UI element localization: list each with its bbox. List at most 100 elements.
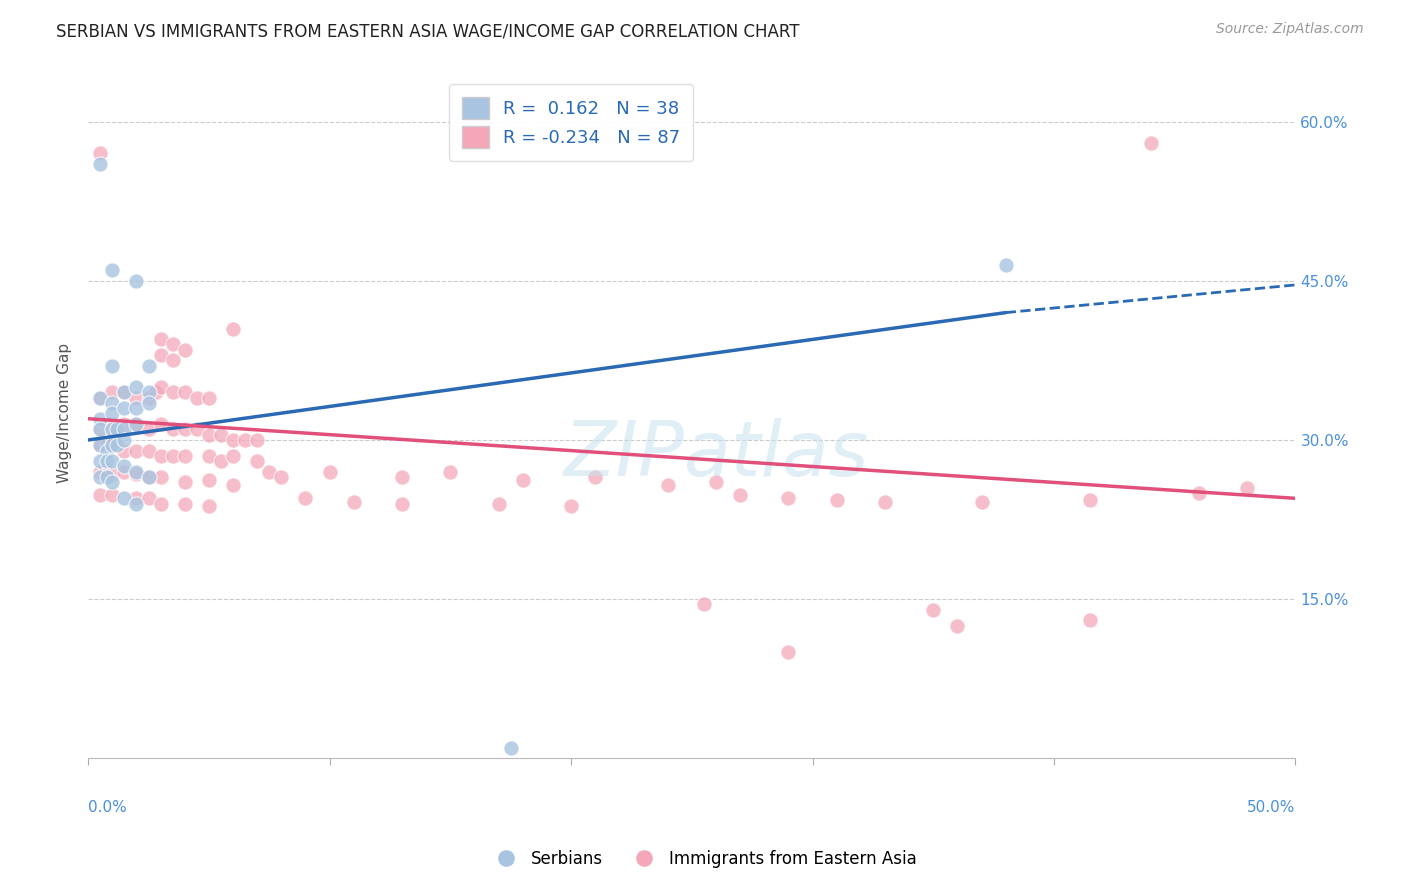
Point	[1078, 613, 1101, 627]
Point	[125, 380, 148, 394]
Point	[112, 422, 135, 436]
Point	[149, 417, 172, 431]
Point	[209, 454, 232, 468]
Point	[138, 359, 160, 373]
Point	[162, 422, 184, 436]
Point	[112, 385, 135, 400]
Point	[96, 443, 118, 458]
Text: SERBIAN VS IMMIGRANTS FROM EASTERN ASIA WAGE/INCOME GAP CORRELATION CHART: SERBIAN VS IMMIGRANTS FROM EASTERN ASIA …	[56, 22, 800, 40]
Text: Source: ZipAtlas.com: Source: ZipAtlas.com	[1216, 22, 1364, 37]
Point	[246, 454, 269, 468]
Point	[89, 465, 111, 479]
Point	[162, 449, 184, 463]
Point	[89, 411, 111, 425]
Point	[198, 473, 221, 487]
Point	[112, 417, 135, 431]
Point	[778, 645, 800, 659]
Point	[101, 406, 124, 420]
Point	[125, 401, 148, 416]
Point	[105, 438, 128, 452]
Point	[222, 321, 245, 335]
Point	[946, 618, 969, 632]
Point	[125, 467, 148, 481]
Point	[499, 740, 522, 755]
Point	[89, 422, 111, 436]
Point	[145, 385, 167, 400]
Point	[391, 470, 413, 484]
Point	[112, 465, 135, 479]
Point	[922, 603, 945, 617]
Point	[89, 488, 111, 502]
Point	[693, 598, 716, 612]
Point	[149, 380, 172, 394]
Point	[149, 449, 172, 463]
Point	[209, 427, 232, 442]
Point	[970, 494, 993, 508]
Point	[89, 438, 111, 452]
Point	[138, 391, 160, 405]
Point	[101, 467, 124, 481]
Point	[873, 494, 896, 508]
Point	[198, 499, 221, 513]
Point	[233, 433, 256, 447]
Point	[138, 470, 160, 484]
Legend: R =  0.162   N = 38, R = -0.234   N = 87: R = 0.162 N = 38, R = -0.234 N = 87	[449, 85, 693, 161]
Point	[1188, 486, 1211, 500]
Point	[173, 343, 195, 357]
Point	[186, 391, 208, 405]
Point	[101, 438, 124, 452]
Point	[96, 470, 118, 484]
Point	[96, 438, 118, 452]
Point	[112, 459, 135, 474]
Point	[149, 348, 172, 362]
Point	[105, 422, 128, 436]
Point	[583, 470, 606, 484]
Point	[198, 449, 221, 463]
Point	[270, 470, 292, 484]
Point	[89, 391, 111, 405]
Point	[125, 465, 148, 479]
Point	[112, 491, 135, 506]
Point	[89, 146, 111, 161]
Point	[125, 417, 148, 431]
Point	[138, 422, 160, 436]
Point	[246, 433, 269, 447]
Point	[560, 499, 582, 513]
Point	[257, 465, 280, 479]
Point	[89, 422, 111, 436]
Point	[89, 157, 111, 171]
Point	[138, 470, 160, 484]
Point	[112, 443, 135, 458]
Point	[728, 488, 751, 502]
Point	[162, 353, 184, 368]
Point	[1381, 145, 1403, 159]
Point	[1236, 481, 1258, 495]
Text: 0.0%: 0.0%	[89, 800, 127, 814]
Point	[101, 475, 124, 490]
Point	[439, 465, 461, 479]
Point	[778, 491, 800, 506]
Point	[101, 454, 124, 468]
Point	[1078, 493, 1101, 508]
Point	[101, 422, 124, 436]
Point	[149, 332, 172, 346]
Point	[222, 433, 245, 447]
Y-axis label: Wage/Income Gap: Wage/Income Gap	[58, 343, 72, 483]
Point	[173, 385, 195, 400]
Point	[138, 443, 160, 458]
Point	[825, 493, 848, 508]
Point	[125, 391, 148, 405]
Point	[112, 433, 135, 447]
Point	[125, 443, 148, 458]
Point	[1139, 136, 1161, 150]
Point	[89, 438, 111, 452]
Point	[101, 488, 124, 502]
Text: 50.0%: 50.0%	[1247, 800, 1295, 814]
Point	[391, 497, 413, 511]
Point	[318, 465, 340, 479]
Point	[138, 396, 160, 410]
Point	[657, 477, 679, 491]
Point	[173, 449, 195, 463]
Point	[162, 385, 184, 400]
Point	[198, 427, 221, 442]
